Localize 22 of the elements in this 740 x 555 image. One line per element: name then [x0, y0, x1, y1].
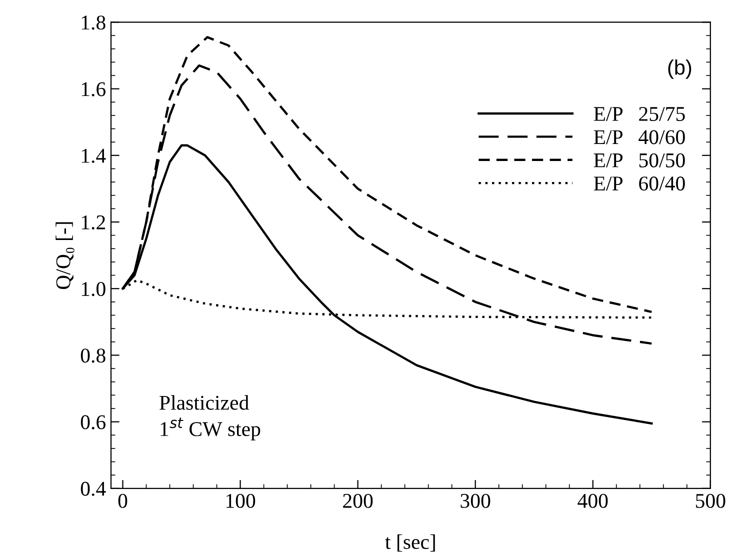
x-tick-label: 500 [696, 494, 726, 508]
y-tick-label: 1.6 [82, 82, 106, 96]
x-tick-label: 0 [118, 494, 128, 508]
annotation: Plasticized 1$^{st}$ CW step [160, 395, 260, 440]
y-tick-label: 0.8 [80, 348, 106, 363]
annotation: (b) [668, 59, 692, 79]
x-tick-label: 200 [343, 494, 373, 508]
x-tick-label: 100 [226, 494, 256, 508]
legend-label: E/P 25/75 [594, 107, 685, 122]
y-tick-label: 1.2 [82, 215, 105, 230]
y-tick-label: 1.4 [82, 148, 106, 163]
y-tick-label: 0.6 [80, 415, 106, 430]
y-tick-label: 1.0 [82, 282, 106, 296]
x-tick-label: 400 [578, 494, 608, 508]
legend-label: E/P 40/60 [594, 130, 685, 144]
y-tick-label: 1.8 [82, 16, 106, 30]
y-axis-title: Q/Q₀ [-] [56, 222, 74, 290]
x-axis-title: t [sec] [385, 534, 435, 552]
x-tick-label: 300 [460, 494, 490, 508]
legend-label: E/P 60/40 [594, 176, 685, 191]
y-tick-label: 0.4 [80, 482, 106, 496]
legend-label: E/P 50/50 [594, 153, 685, 168]
